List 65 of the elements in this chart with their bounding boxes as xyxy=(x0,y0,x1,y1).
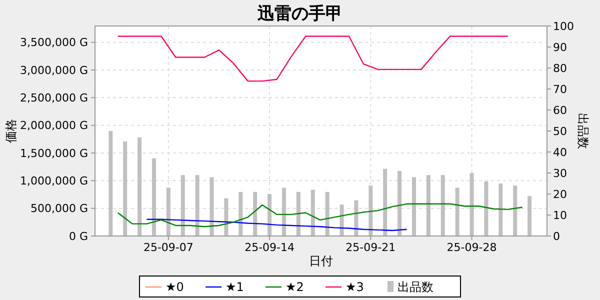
bar xyxy=(296,192,300,236)
bar xyxy=(180,175,185,236)
x-tick-label: 25-09-14 xyxy=(244,241,295,254)
y2-tick-label: 0 xyxy=(553,230,560,243)
legend-label: ★2 xyxy=(286,280,304,294)
y2-tick-label: 100 xyxy=(553,20,574,33)
legend-label: 出品数 xyxy=(398,280,434,294)
x-axis-title: 日付 xyxy=(309,254,333,268)
y-tick-label: 500,000 G xyxy=(30,202,88,216)
y2-tick-label: 80 xyxy=(553,62,567,75)
bar xyxy=(426,175,430,236)
y-tick-label: 1,500,000 G xyxy=(20,146,88,160)
y2-axis-title: 出品数 xyxy=(576,113,590,149)
y2-tick-label: 60 xyxy=(553,104,567,117)
y2-tick-label: 10 xyxy=(553,208,567,222)
bar xyxy=(340,204,344,236)
line-series xyxy=(117,203,523,228)
bar xyxy=(513,186,518,236)
bar xyxy=(282,188,286,236)
y2-tick-label: 50 xyxy=(553,124,567,138)
legend-label: ★0 xyxy=(166,280,184,294)
bar xyxy=(398,170,402,236)
bar xyxy=(152,158,156,236)
line-series xyxy=(117,36,508,82)
y-axis-title: 価格 xyxy=(4,119,18,143)
y-tick-label: 1,000,000 G xyxy=(20,174,88,188)
bar xyxy=(253,192,258,236)
x-tick-label: 25-09-07 xyxy=(143,241,194,254)
bar xyxy=(238,192,243,236)
bar xyxy=(412,177,416,236)
bar xyxy=(325,192,330,236)
y-tick-label: 3,000,000 G xyxy=(20,64,88,77)
bar xyxy=(498,184,503,236)
y2-tick-label: 20 xyxy=(553,188,567,201)
bar xyxy=(108,131,113,236)
legend-label: ★1 xyxy=(226,280,244,294)
legend-label: ★3 xyxy=(346,280,364,294)
bar xyxy=(528,196,532,236)
bar xyxy=(268,194,272,236)
bar xyxy=(440,175,445,236)
line-series xyxy=(146,218,408,232)
y-tick-label: 2,000,000 G xyxy=(20,119,88,132)
x-tick-label: 25-09-21 xyxy=(346,241,396,254)
y-tick-label: 0 G xyxy=(68,230,88,243)
bar xyxy=(455,188,460,236)
bar xyxy=(123,142,128,236)
bar xyxy=(138,137,142,236)
bar xyxy=(470,173,474,236)
bar xyxy=(310,190,315,236)
bar xyxy=(383,168,388,236)
x-tick-label: 25-09-28 xyxy=(446,241,497,254)
bar xyxy=(210,177,214,236)
bar xyxy=(354,200,358,236)
y2-tick-label: 30 xyxy=(553,166,567,180)
bar xyxy=(368,186,373,236)
bar xyxy=(195,175,200,236)
y2-tick-label: 40 xyxy=(553,146,567,159)
bar xyxy=(166,188,170,236)
y2-tick-label: 90 xyxy=(553,40,567,54)
bar xyxy=(224,198,228,236)
chart-title: 迅雷の手甲 xyxy=(256,4,342,24)
y-tick-label: 3,500,000 G xyxy=(20,36,88,50)
bar xyxy=(484,181,488,236)
y2-tick-label: 70 xyxy=(553,82,567,96)
y-tick-label: 2,500,000 G xyxy=(20,92,88,105)
